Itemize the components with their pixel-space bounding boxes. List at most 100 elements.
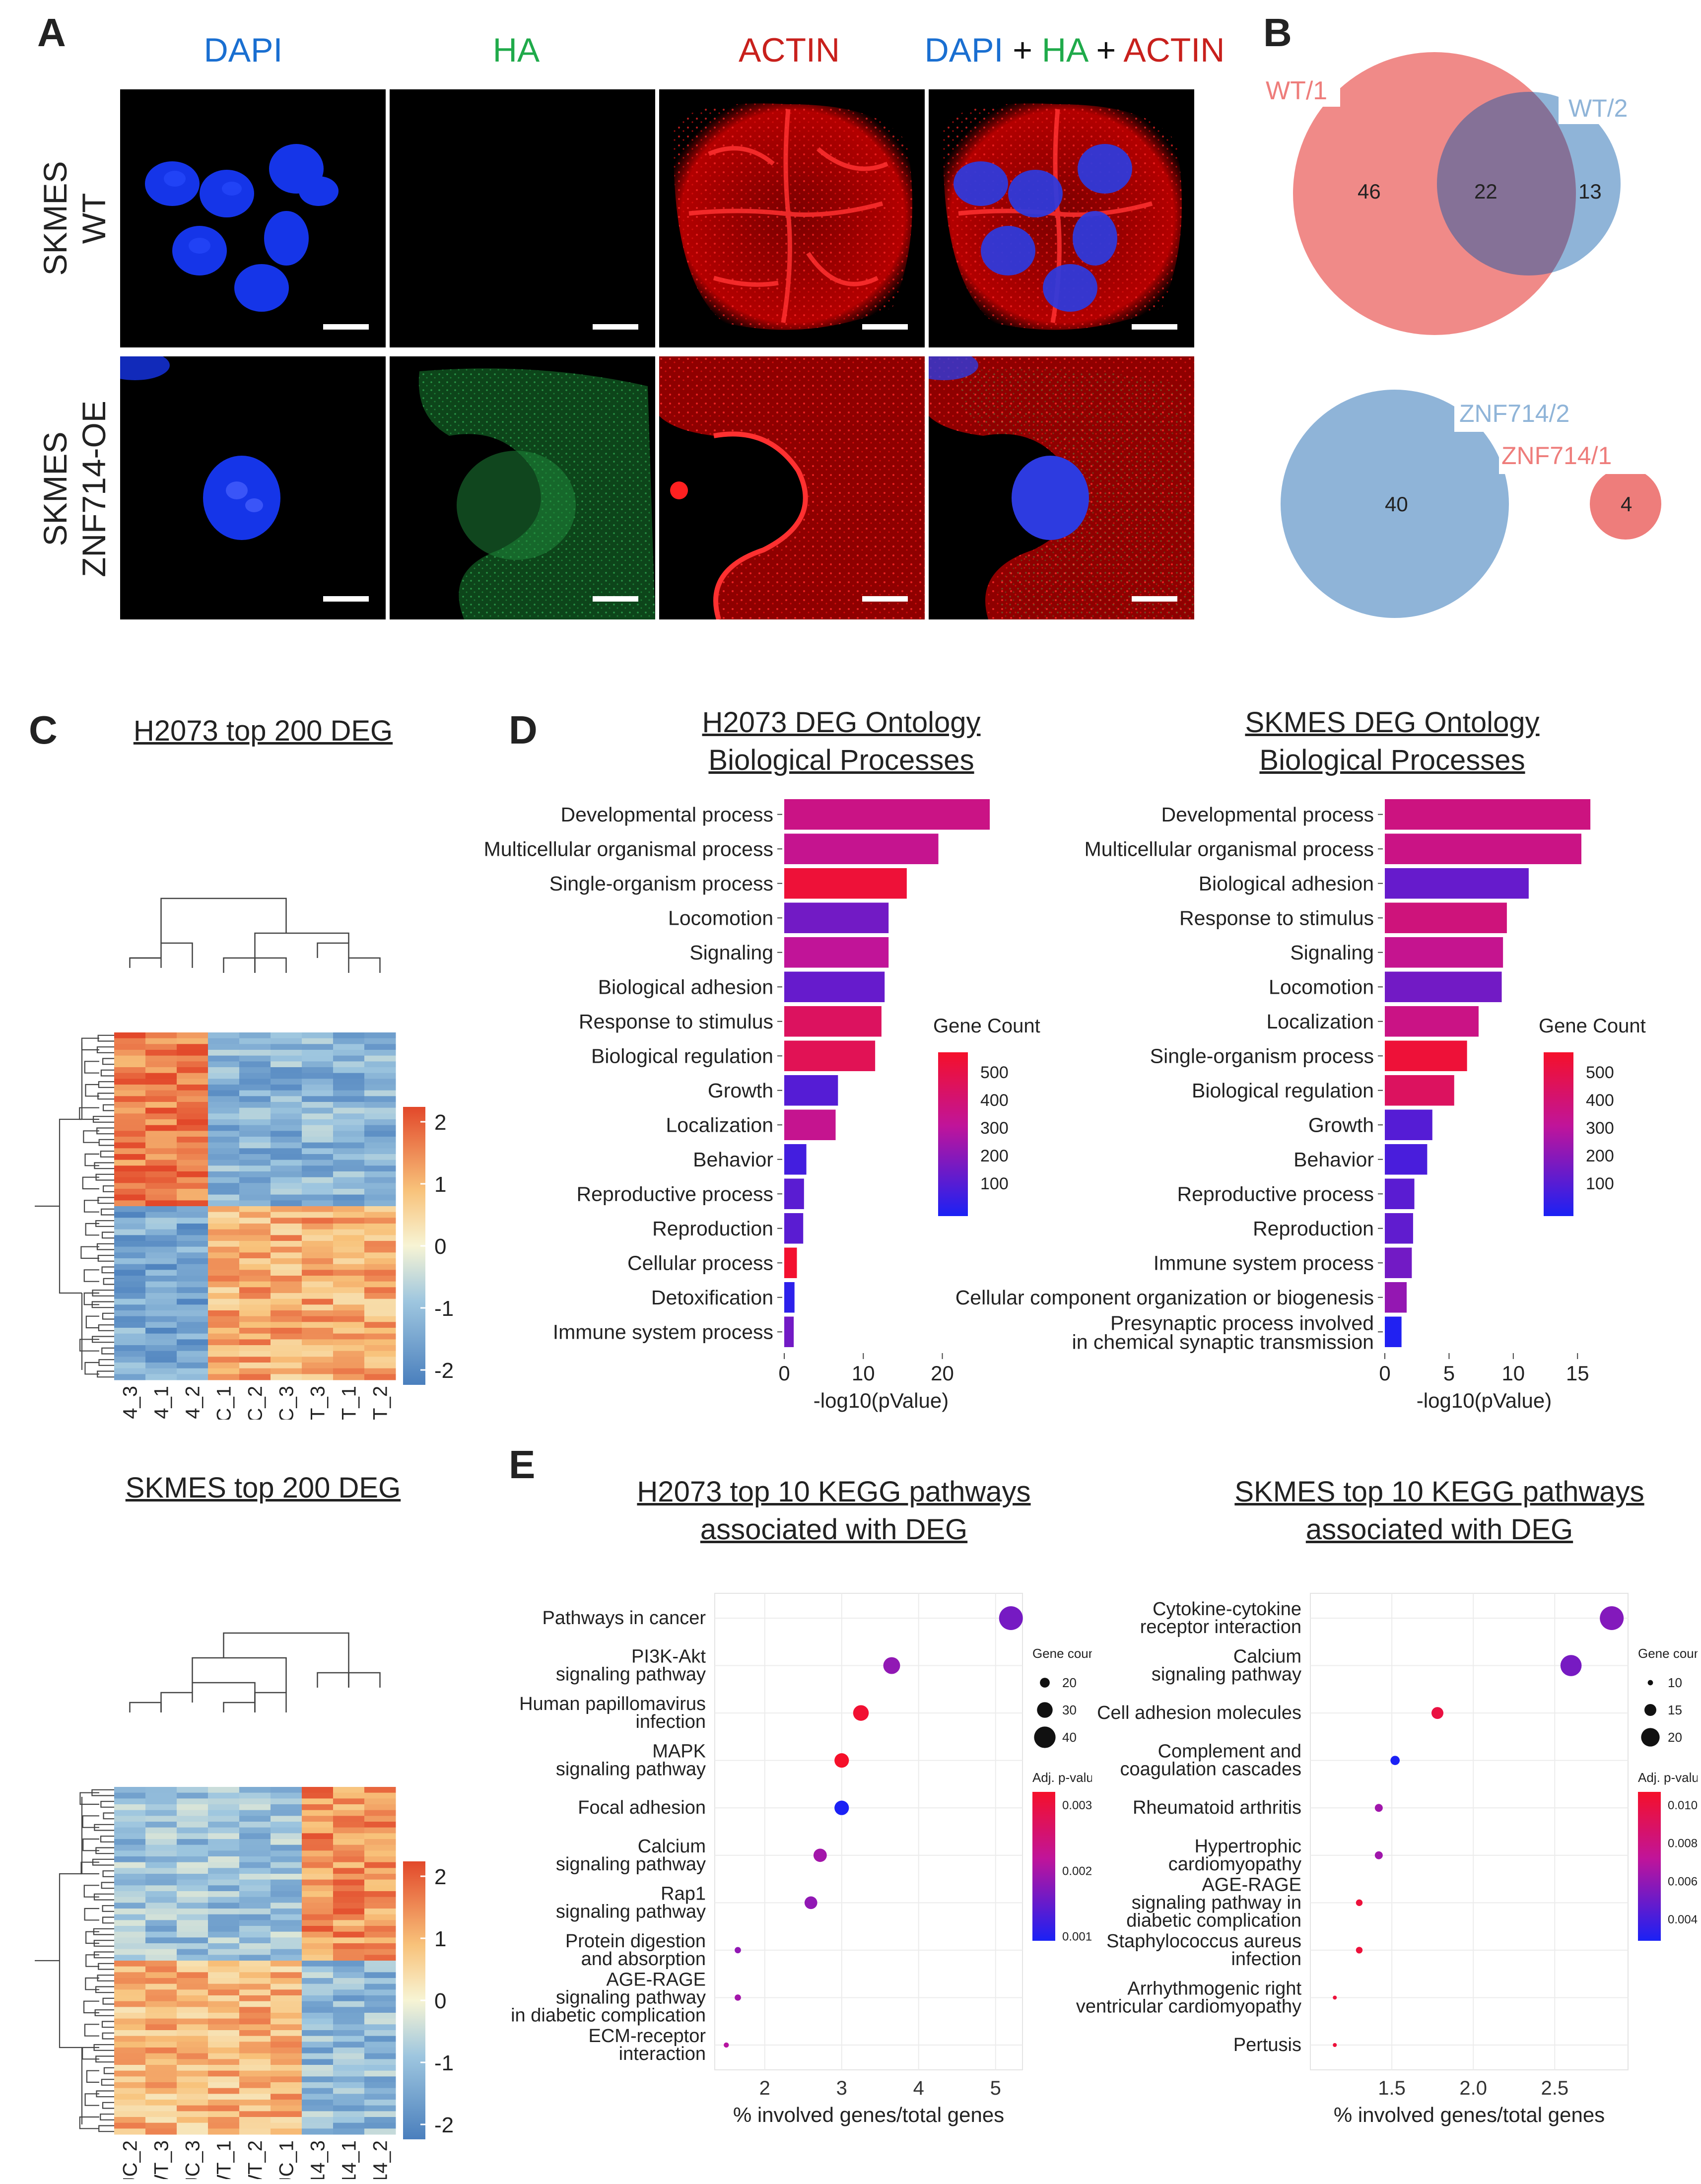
pathway-label: PI3K-Akt bbox=[631, 1646, 706, 1667]
heatmap-cell bbox=[302, 1125, 334, 1131]
heatmap-cell bbox=[302, 1322, 334, 1328]
heatmap-cell bbox=[364, 1310, 396, 1317]
heatmap-cell bbox=[364, 1154, 396, 1160]
heatmap-cell bbox=[177, 1061, 208, 1068]
heatmap-cell bbox=[271, 1206, 302, 1213]
heatmap-cell bbox=[208, 2088, 240, 2094]
heatmap-cell bbox=[177, 1351, 208, 1357]
heatmap-cell bbox=[208, 1061, 240, 1068]
heatmap-cell bbox=[239, 1810, 271, 1816]
heatmap-cell bbox=[145, 1914, 177, 1920]
heatmap-cell bbox=[364, 1200, 396, 1207]
heatmap-cell bbox=[208, 1212, 240, 1218]
heatmap-cell bbox=[271, 1200, 302, 1207]
heatmap-cell bbox=[239, 1270, 271, 1276]
x-tick-label: 5 bbox=[990, 2077, 1001, 2099]
heatmap-cell bbox=[208, 1989, 240, 1996]
heatmap-cell bbox=[302, 2088, 334, 2094]
heatmap-cell bbox=[177, 1125, 208, 1131]
heatmap-cell bbox=[145, 1229, 177, 1235]
heatmap-cell bbox=[239, 1374, 271, 1380]
panel-label-b: B bbox=[1263, 10, 1292, 55]
heatmap-cell bbox=[239, 2076, 271, 2083]
legend-colorbar bbox=[1544, 1052, 1573, 1216]
heatmap-cell bbox=[271, 1038, 302, 1044]
bar-category-label: Signaling bbox=[689, 941, 773, 964]
heatmap-cell bbox=[114, 1189, 146, 1195]
heatmap-cell bbox=[302, 1903, 334, 1909]
pathway-label: MAPK bbox=[652, 1741, 706, 1762]
heatmap-cell bbox=[271, 1983, 302, 1990]
heatmap-cell bbox=[333, 1955, 365, 1961]
heatmap-cell bbox=[239, 1281, 271, 1288]
heatmap-cell bbox=[114, 1177, 146, 1183]
pathway-dot bbox=[1333, 1995, 1337, 2000]
heatmap-cell bbox=[177, 1183, 208, 1189]
bar-category-label: Locomotion bbox=[668, 906, 773, 929]
heatmap-cell bbox=[271, 1067, 302, 1074]
heatmap-cell bbox=[145, 1298, 177, 1305]
heatmap-cell bbox=[145, 1885, 177, 1892]
bar-category-label: Localization bbox=[1266, 1010, 1374, 1033]
row-label-wt-line1: SKMES bbox=[37, 161, 73, 276]
heatmap-cell bbox=[333, 1090, 365, 1096]
bar bbox=[784, 937, 889, 968]
heatmap-cell bbox=[145, 1357, 177, 1363]
heatmap-cell bbox=[364, 1189, 396, 1195]
heatmap-cell bbox=[302, 1856, 334, 1863]
heatmap-cell bbox=[271, 2007, 302, 2013]
heatmap-cell bbox=[208, 1816, 240, 1822]
heatmap-cell bbox=[302, 1897, 334, 1903]
pathway-label: coagulation cascades bbox=[1120, 1759, 1301, 1780]
heatmap-cell bbox=[239, 2105, 271, 2112]
heatmap-cell bbox=[208, 1218, 240, 1224]
size-legend-dot bbox=[1644, 1704, 1656, 1716]
heatmap-cell bbox=[239, 1160, 271, 1166]
heatmap-cell bbox=[177, 1943, 208, 1950]
heatmap-cell bbox=[208, 1891, 240, 1898]
heatmap-cell bbox=[364, 1961, 396, 1967]
heatmap-cell bbox=[364, 1246, 396, 1253]
heatmap-cell bbox=[114, 1218, 146, 1224]
heatmap-cell bbox=[239, 1955, 271, 1961]
heatmap-cell bbox=[145, 2111, 177, 2117]
heatmap-cell bbox=[177, 1177, 208, 1183]
heatmap-cell bbox=[208, 1304, 240, 1311]
heatmap-cell bbox=[208, 1961, 240, 1967]
heatmap-cell bbox=[271, 1287, 302, 1294]
heatmap-cell bbox=[177, 1287, 208, 1294]
heatmap-cell bbox=[177, 2024, 208, 2031]
heatmap-cell bbox=[239, 1978, 271, 1984]
size-legend-title: Gene count bbox=[1638, 1646, 1698, 1661]
heatmap-cell bbox=[333, 1229, 365, 1235]
heatmap-cell bbox=[333, 1258, 365, 1265]
heatmap-cell bbox=[114, 1833, 146, 1840]
venn-overlap bbox=[1437, 92, 1576, 275]
heatmap-cell bbox=[333, 2076, 365, 2083]
heatmap-cell bbox=[302, 1038, 334, 1044]
x-tick-label: 5 bbox=[1443, 1362, 1455, 1385]
heatmap-cell bbox=[177, 1119, 208, 1126]
heatmap-cell bbox=[333, 1194, 365, 1201]
bar-category-label: Locomotion bbox=[1269, 975, 1374, 998]
heatmap-cell bbox=[177, 1850, 208, 1857]
heatmap-cell bbox=[239, 1787, 271, 1793]
heatmap-cell bbox=[145, 1989, 177, 1996]
heatmap-cell bbox=[333, 1949, 365, 1955]
heatmap-cell bbox=[333, 1107, 365, 1114]
heatmap-cell bbox=[271, 1328, 302, 1334]
heatmap-cell bbox=[364, 1368, 396, 1374]
heatmap-cell bbox=[302, 1148, 334, 1155]
pathway-dot bbox=[804, 1896, 817, 1910]
heatmap-cell bbox=[364, 1055, 396, 1062]
heatmap-cell bbox=[177, 1333, 208, 1340]
heatmap-cell bbox=[239, 1322, 271, 1328]
heatmap-cell bbox=[302, 2001, 334, 2007]
column-dendrogram bbox=[129, 897, 381, 973]
heatmap-cell bbox=[114, 1148, 146, 1155]
heatmap-cell bbox=[239, 1032, 271, 1039]
heatmap-cell bbox=[239, 1137, 271, 1143]
heatmap-cell bbox=[302, 1316, 334, 1322]
size-legend-label: 20 bbox=[1668, 1730, 1682, 1745]
heatmap-cell bbox=[271, 1177, 302, 1183]
